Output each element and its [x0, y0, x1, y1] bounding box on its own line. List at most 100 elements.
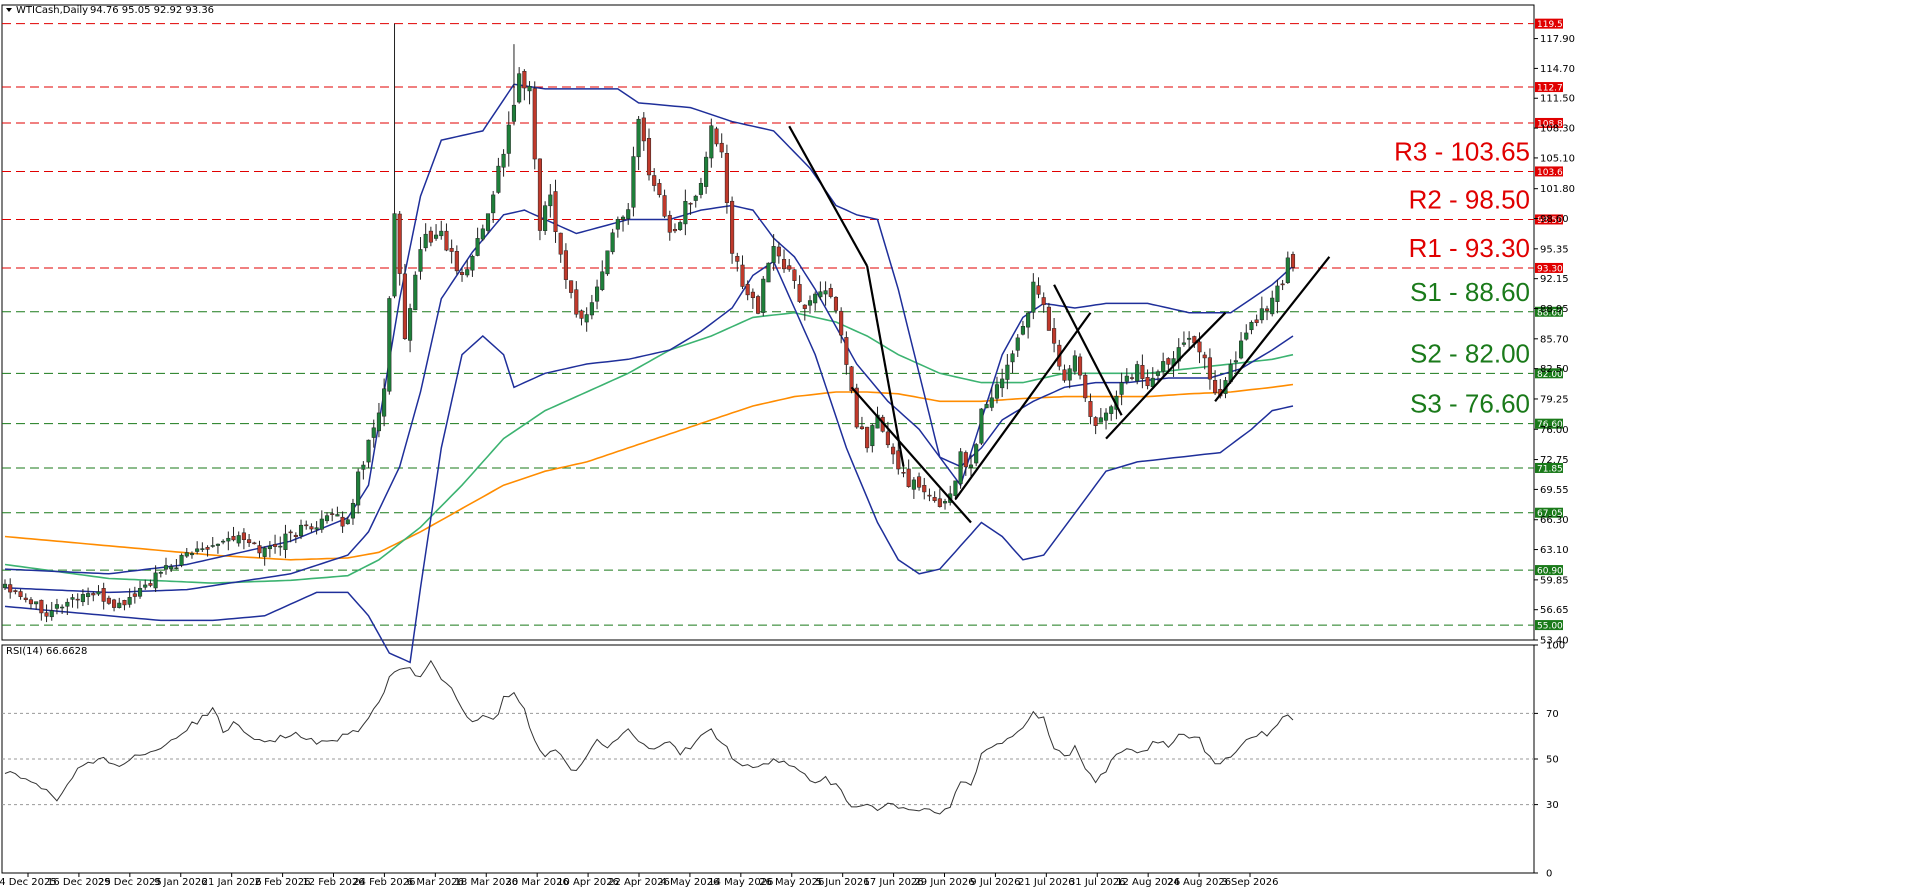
candle: [698, 177, 703, 199]
candle-body: [1145, 377, 1150, 387]
candle: [641, 112, 646, 151]
rsi-tick-label: 30: [1546, 800, 1559, 811]
candle-body: [330, 513, 335, 515]
candle-body: [1290, 254, 1296, 268]
candle-body: [662, 195, 667, 217]
candle-body: [75, 598, 80, 601]
candle: [771, 234, 776, 271]
date-tick-label: 2 Feb 2026: [255, 877, 311, 888]
candle-body: [974, 444, 979, 464]
candle: [1062, 364, 1067, 383]
candle: [792, 269, 797, 289]
candle-body: [833, 296, 839, 311]
price-tick-label: 56.65: [1540, 605, 1569, 616]
candle: [911, 477, 916, 499]
candle-body: [65, 601, 70, 607]
rsi-header: RSI(14) 66.6628: [6, 646, 87, 657]
candle-body: [771, 246, 776, 263]
candle-body: [963, 452, 968, 468]
candle-body: [195, 548, 200, 552]
candle-body: [418, 249, 423, 272]
level-tag-76.60: [1535, 418, 1563, 429]
candle-body: [1197, 341, 1202, 353]
candle-body: [485, 213, 491, 231]
candle: [340, 511, 345, 533]
candle-body: [1098, 417, 1103, 423]
candle: [1249, 320, 1254, 335]
price-tick-label: 53.40: [1540, 636, 1569, 647]
candle: [776, 241, 781, 264]
level-tag-text-108.85: 108.85: [1537, 119, 1569, 129]
candle: [678, 220, 683, 231]
candle-body: [792, 269, 797, 281]
candle-body: [1259, 308, 1264, 321]
candle: [1078, 353, 1083, 380]
candle-body: [262, 547, 267, 557]
candle-body: [1140, 365, 1145, 379]
candle-body: [839, 310, 844, 336]
candle: [948, 485, 953, 506]
candle: [885, 421, 890, 448]
level-tag-82.00: [1535, 368, 1563, 379]
candle: [802, 304, 807, 321]
candle-body: [39, 599, 44, 614]
price-tick-label: 95.35: [1540, 244, 1569, 255]
candle-body: [319, 518, 324, 530]
candle-body: [1088, 401, 1093, 417]
price-tick-label: 63.10: [1540, 545, 1569, 556]
candle: [387, 296, 392, 395]
candle-body: [979, 408, 984, 444]
candle-body: [18, 591, 23, 597]
candle-body: [1129, 377, 1135, 379]
candle: [1161, 352, 1166, 376]
candle: [428, 226, 433, 247]
candle: [70, 594, 75, 608]
candle: [605, 250, 610, 276]
candle-body: [1083, 374, 1088, 399]
candle-body: [1072, 355, 1077, 372]
date-tick-label: 21 Jul 2026: [1018, 877, 1075, 888]
candle: [807, 295, 813, 314]
candle: [1072, 350, 1077, 375]
candle: [963, 450, 968, 476]
candle: [174, 559, 179, 570]
candle: [719, 133, 724, 158]
candle-body: [865, 426, 870, 449]
candle: [241, 528, 246, 550]
candle-body: [984, 404, 989, 409]
candle-body: [615, 218, 620, 230]
candle-body: [1078, 356, 1083, 376]
candle: [158, 571, 163, 578]
candle: [54, 598, 59, 615]
candle: [1020, 320, 1025, 336]
candle: [1254, 314, 1259, 327]
trend-line: [1053, 284, 1123, 416]
candle: [579, 309, 584, 326]
candle: [1244, 324, 1249, 341]
candle: [563, 243, 568, 289]
candle: [1026, 311, 1031, 339]
candle: [34, 601, 39, 610]
candle-body: [376, 412, 381, 432]
candle-body: [932, 497, 937, 501]
candle: [86, 587, 91, 606]
candle: [75, 593, 80, 609]
candle: [1275, 279, 1280, 314]
candle-body: [158, 572, 163, 574]
trend-line: [1105, 353, 1185, 440]
trend-line: [1214, 256, 1331, 402]
candle-body: [2, 583, 8, 589]
candle: [968, 454, 974, 478]
candle-body: [922, 485, 927, 493]
candle: [215, 543, 220, 554]
candle-body: [693, 195, 698, 201]
candle-body: [34, 601, 39, 605]
candle-body: [527, 86, 532, 92]
price-tick-label: 72.75: [1540, 455, 1569, 466]
candle-body: [589, 302, 594, 316]
dropdown-triangle-icon[interactable]: [6, 8, 12, 12]
candle-body: [350, 502, 356, 519]
candle-body: [740, 264, 745, 287]
date-tick-label: 29 Dec 2025: [98, 877, 162, 888]
